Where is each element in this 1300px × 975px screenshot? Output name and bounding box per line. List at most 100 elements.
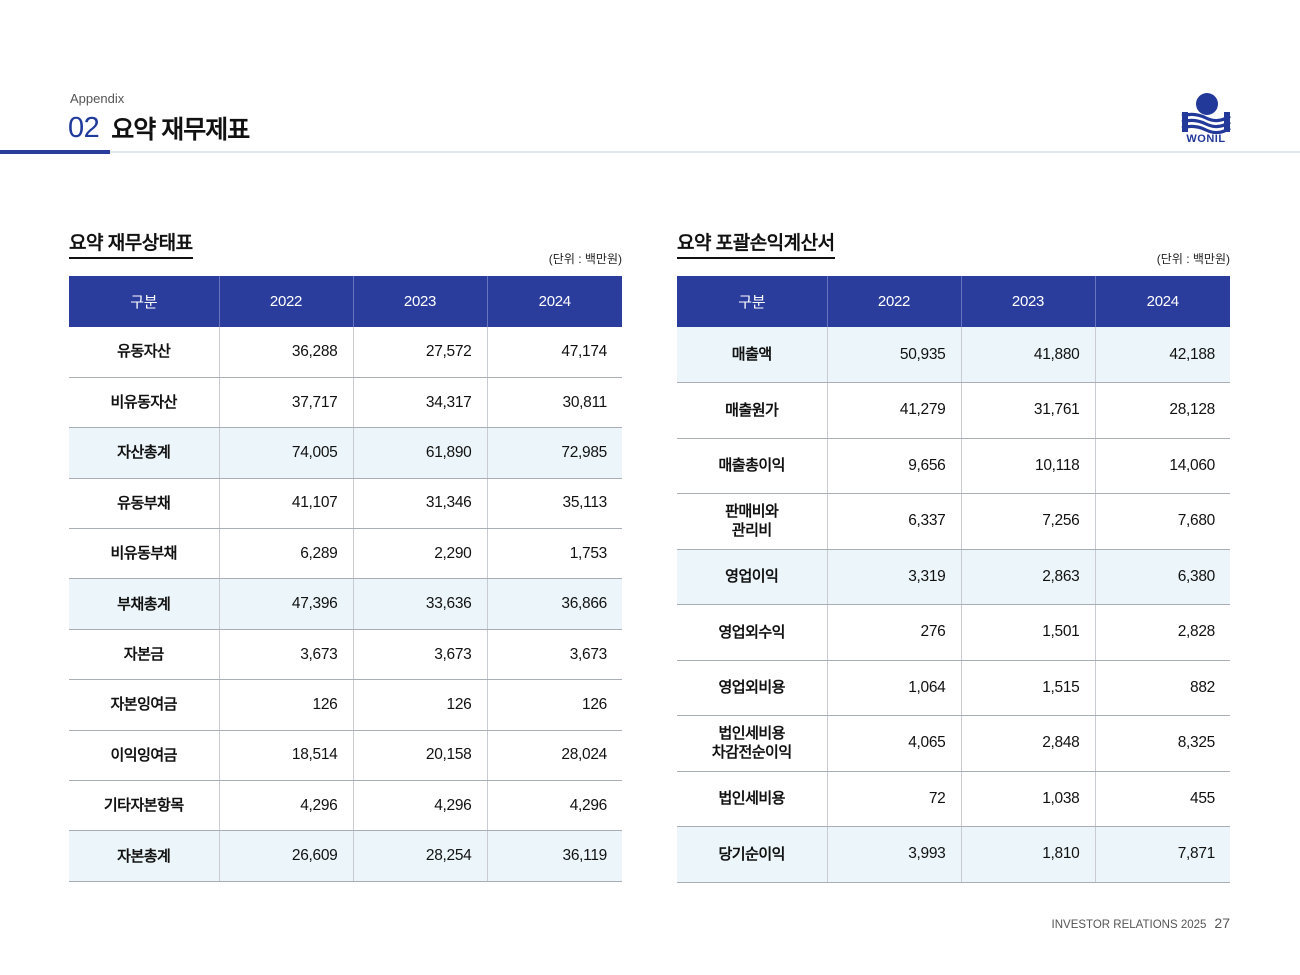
row-label: 자본잉여금 (69, 679, 219, 731)
cell-value: 3,673 (218, 629, 353, 681)
row-label: 자산총계 (69, 427, 219, 479)
row-label: 자본총계 (69, 830, 219, 882)
row-label: 부채총계 (69, 578, 219, 630)
table-row: 자본잉여금 126 126 126 (69, 679, 622, 731)
cell-value: 36,119 (486, 830, 622, 882)
cell-value: 20,158 (352, 730, 487, 782)
cell-value: 10,118 (960, 438, 1095, 494)
cell-value: 42,188 (1094, 327, 1230, 383)
table-header-row: 구분 2022 2023 2024 (677, 276, 1230, 327)
cell-value: 37,717 (218, 377, 353, 429)
row-label: 매출원가 (677, 382, 827, 439)
cell-value: 126 (218, 679, 353, 731)
cell-value: 36,866 (486, 578, 622, 630)
table-row: 매출원가 41,279 31,761 28,128 (677, 382, 1230, 439)
column-header: 2024 (486, 276, 622, 327)
page-number: 27 (1214, 915, 1230, 931)
row-label: 영업외수익 (677, 604, 827, 661)
cell-value: 50,935 (826, 327, 961, 383)
income-statement-title: 요약 포괄손익계산서 (677, 232, 835, 259)
cell-value: 28,254 (352, 830, 487, 882)
table-row: 비유동자산 37,717 34,317 30,811 (69, 377, 622, 429)
table-row: 영업이익 3,319 2,863 6,380 (677, 549, 1230, 605)
row-label: 자본금 (69, 629, 219, 681)
cell-value: 7,680 (1094, 493, 1230, 550)
cell-value: 47,396 (218, 578, 353, 630)
cell-value: 34,317 (352, 377, 487, 429)
cell-value: 2,290 (352, 528, 487, 580)
row-label: 당기순이익 (677, 826, 827, 883)
table-row: 자본총계 26,609 28,254 36,119 (69, 830, 622, 882)
header-accent-bar (0, 150, 110, 154)
cell-value: 61,890 (352, 427, 487, 479)
cell-value: 6,289 (218, 528, 353, 580)
row-label: 법인세비용 차감전순이익 (677, 715, 827, 772)
table-row: 부채총계 47,396 33,636 36,866 (69, 578, 622, 630)
cell-value: 3,673 (352, 629, 487, 681)
cell-value: 74,005 (218, 427, 353, 479)
row-label: 유동부채 (69, 478, 219, 530)
cell-value: 1,064 (826, 660, 961, 716)
table-row: 자본금 3,673 3,673 3,673 (69, 629, 622, 681)
wonil-logo: WONIL (1178, 92, 1234, 146)
cell-value: 276 (826, 604, 961, 661)
row-label: 비유동자산 (69, 377, 219, 429)
cell-value: 8,325 (1094, 715, 1230, 772)
cell-value: 455 (1094, 771, 1230, 827)
table-row: 영업외비용 1,064 1,515 882 (677, 660, 1230, 716)
cell-value: 9,656 (826, 438, 961, 494)
table-row: 유동자산 36,288 27,572 47,174 (69, 327, 622, 378)
column-header: 2022 (826, 276, 961, 327)
cell-value: 35,113 (486, 478, 622, 530)
table-row: 기타자본항목 4,296 4,296 4,296 (69, 780, 622, 832)
cell-value: 7,871 (1094, 826, 1230, 883)
cell-value: 1,501 (960, 604, 1095, 661)
cell-value: 14,060 (1094, 438, 1230, 494)
balance-sheet-title: 요약 재무상태표 (69, 232, 193, 259)
column-header: 2023 (352, 276, 487, 327)
page-footer: INVESTOR RELATIONS 2025 27 (1052, 915, 1230, 931)
wonil-logo-icon (1181, 93, 1231, 134)
table-row: 유동부채 41,107 31,346 35,113 (69, 478, 622, 530)
row-label: 영업이익 (677, 549, 827, 605)
table-row: 법인세비용 차감전순이익 4,065 2,848 8,325 (677, 715, 1230, 772)
cell-value: 31,761 (960, 382, 1095, 439)
cell-value: 3,319 (826, 549, 961, 605)
cell-value: 2,828 (1094, 604, 1230, 661)
cell-value: 2,863 (960, 549, 1095, 605)
section-title: 요약 재무제표 (111, 116, 250, 144)
column-header: 구분 (677, 276, 827, 327)
page-title: 02 요약 재무제표 (68, 110, 250, 146)
cell-value: 31,346 (352, 478, 487, 530)
income-statement-unit: (단위 : 백만원) (1156, 252, 1230, 266)
table-row: 이익잉여금 18,514 20,158 28,024 (69, 730, 622, 782)
row-label: 매출액 (677, 327, 827, 383)
table-row: 당기순이익 3,993 1,810 7,871 (677, 826, 1230, 883)
column-header: 구분 (69, 276, 219, 327)
cell-value: 3,673 (486, 629, 622, 681)
row-label: 비유동부채 (69, 528, 219, 580)
row-label: 매출총이익 (677, 438, 827, 494)
row-label: 판매비와 관리비 (677, 493, 827, 550)
income-statement-table: 구분 2022 2023 2024 매출액 50,935 41,880 42,188 매… (677, 276, 1230, 883)
cell-value: 41,279 (826, 382, 961, 439)
footer-text: INVESTOR RELATIONS 2025 (1051, 919, 1207, 931)
table-row: 매출액 50,935 41,880 42,188 (677, 327, 1230, 383)
column-header: 2023 (960, 276, 1095, 327)
column-header: 2022 (218, 276, 353, 327)
cell-value: 7,256 (960, 493, 1095, 550)
logo-wordmark: WONIL (1186, 133, 1226, 145)
cell-value: 3,993 (826, 826, 961, 883)
cell-value: 126 (352, 679, 487, 731)
cell-value: 2,848 (960, 715, 1095, 772)
table-row: 판매비와 관리비 6,337 7,256 7,680 (677, 493, 1230, 550)
table-row: 법인세비용 72 1,038 455 (677, 771, 1230, 827)
table-header-row: 구분 2022 2023 2024 (69, 276, 622, 327)
cell-value: 30,811 (486, 377, 622, 429)
cell-value: 27,572 (352, 327, 487, 378)
table-row: 매출총이익 9,656 10,118 14,060 (677, 438, 1230, 494)
cell-value: 41,107 (218, 478, 353, 530)
cell-value: 1,038 (960, 771, 1095, 827)
cell-value: 72 (826, 771, 961, 827)
cell-value: 6,380 (1094, 549, 1230, 605)
